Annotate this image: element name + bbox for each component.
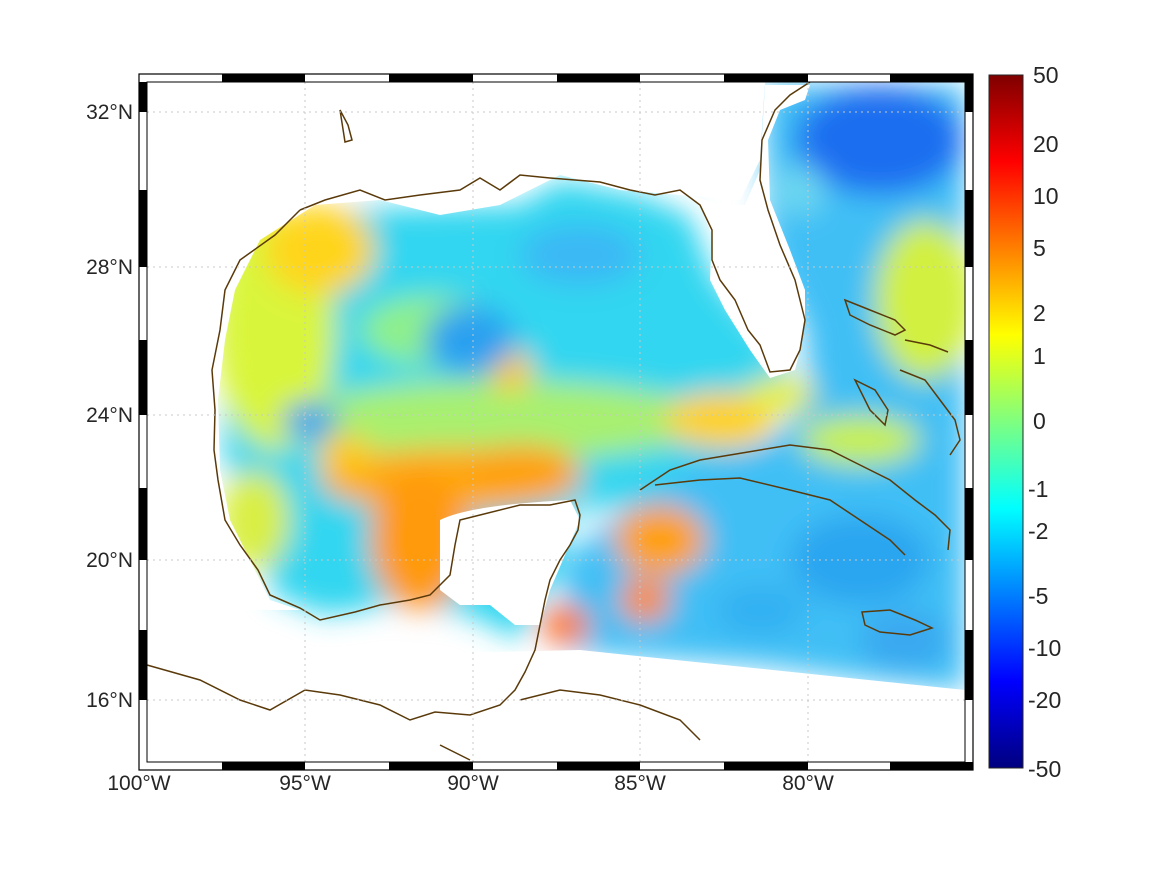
latitude-labels: 32°N 28°N 24°N 20°N 16°N	[86, 101, 133, 712]
colorbar-label-neg10: -10	[1028, 635, 1061, 661]
colorbar-label-50: 50	[1033, 62, 1059, 88]
lon-label-85w: 85°W	[614, 772, 666, 795]
lat-label-24n: 24°N	[86, 404, 133, 427]
gridlines	[147, 82, 965, 762]
colorbar-label-10: 10	[1033, 183, 1059, 209]
colorbar: 50 20 10 5 2 1 0 -1 -2 -5 -10 -20 -50	[988, 62, 1061, 782]
lat-label-20n: 20°N	[86, 549, 133, 572]
map-frame	[138, 73, 974, 771]
coastlines	[146, 81, 961, 761]
longitude-labels: 100°W 95°W 90°W 85°W 80°W	[107, 772, 834, 795]
data-field	[215, 85, 965, 690]
colorbar-label-neg50: -50	[1028, 756, 1061, 782]
lat-label-32n: 32°N	[86, 101, 133, 124]
lon-label-90w: 90°W	[447, 772, 499, 795]
colorbar-label-1: 1	[1033, 343, 1046, 369]
colorbar-label-2: 2	[1033, 300, 1046, 326]
colorbar-label-neg2: -2	[1028, 518, 1048, 544]
colorbar-label-0: 0	[1033, 408, 1046, 434]
lat-label-16n: 16°N	[86, 689, 133, 712]
land-masks	[147, 82, 965, 762]
colorbar-label-neg1: -1	[1028, 476, 1048, 502]
colorbar-label-20: 20	[1033, 131, 1059, 157]
lon-label-80w: 80°W	[782, 772, 834, 795]
colorbar-label-neg20: -20	[1028, 687, 1061, 713]
lon-label-95w: 95°W	[279, 772, 331, 795]
lat-label-28n: 28°N	[86, 256, 133, 279]
colorbar-label-neg5: -5	[1028, 583, 1048, 609]
colorbar-gradient	[988, 74, 1024, 769]
lon-label-100w: 100°W	[107, 772, 170, 795]
colorbar-label-5: 5	[1033, 235, 1046, 261]
